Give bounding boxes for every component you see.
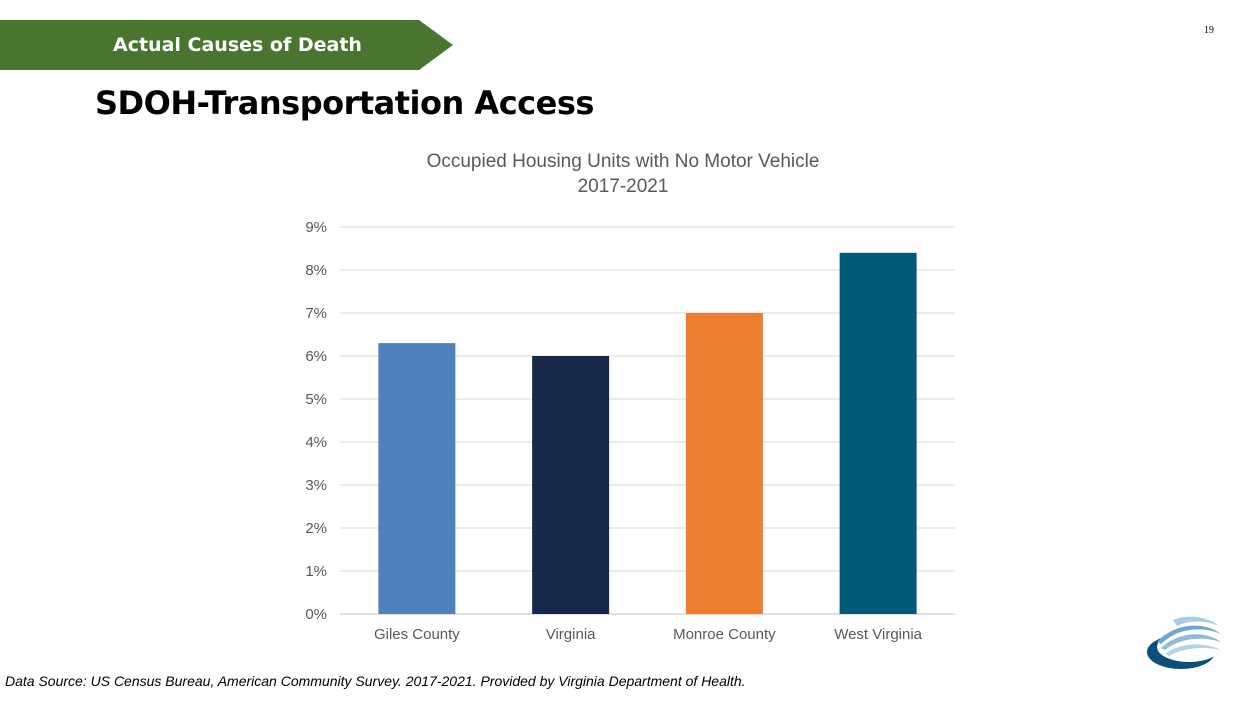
bar-west-virginia [839,252,917,615]
section-banner: Actual Causes of Death [0,20,453,70]
y-tick-label: 6% [305,348,327,365]
bars [378,252,917,615]
slide-number: 19 [1204,25,1214,36]
y-tick-label: 2% [305,520,327,537]
bar-giles-county [378,343,456,614]
y-tick-label: 0% [305,606,327,623]
data-source-note: Data Source: US Census Bureau, American … [5,673,746,689]
y-tick-label: 3% [305,477,327,494]
x-tick-label: Virginia [546,626,596,643]
section-banner-label: Actual Causes of Death [113,34,362,56]
bar-monroe-county [685,313,763,614]
y-axis-ticks: 0% 1% 2% 3% 4% 5% 6% 7% 8% 9% [305,219,327,623]
page-title: SDOH-Transportation Access [95,84,594,122]
bar-virginia [532,356,610,614]
y-tick-label: 8% [305,262,327,279]
chart-subtitle: 2017-2021 [577,176,669,197]
chart-title: Occupied Housing Units with No Motor Veh… [426,151,820,172]
y-tick-label: 7% [305,305,327,322]
x-tick-label: West Virginia [834,626,922,643]
y-tick-label: 1% [305,563,327,580]
x-axis-ticks: Giles County Virginia Monroe County West Vi… [374,626,923,643]
x-tick-label: Giles County [374,626,460,643]
y-tick-label: 9% [305,219,327,236]
x-tick-label: Monroe County [673,626,776,643]
y-tick-label: 4% [305,434,327,451]
organization-logo-icon [1147,616,1221,669]
y-tick-label: 5% [305,391,327,408]
